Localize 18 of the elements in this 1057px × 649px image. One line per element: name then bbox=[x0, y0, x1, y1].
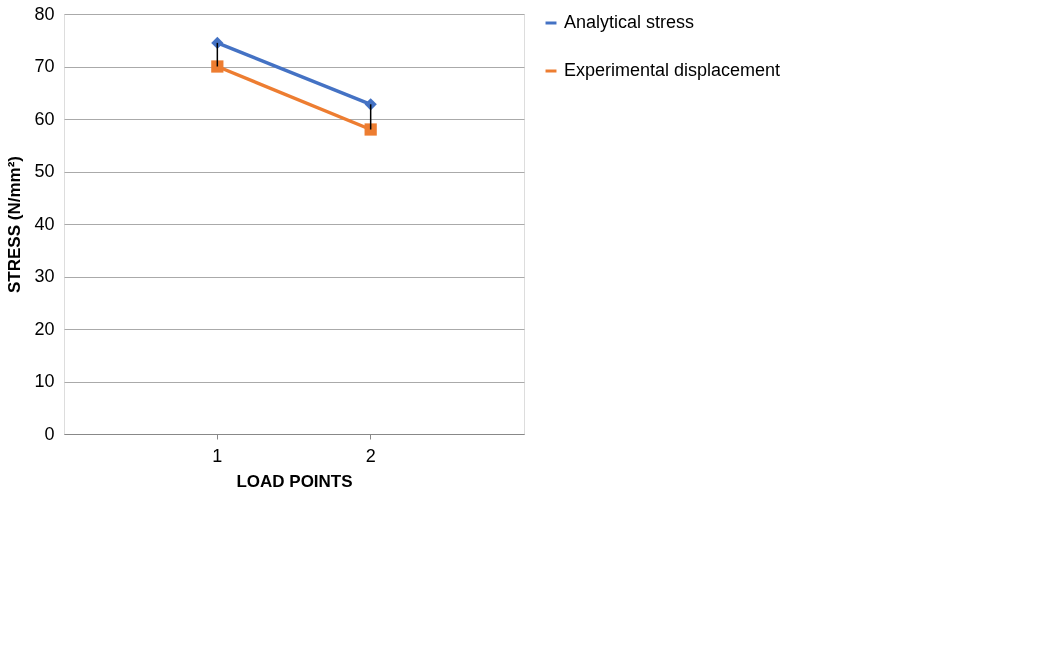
legend-label: Experimental displacement bbox=[564, 60, 781, 80]
x-tick-label: 2 bbox=[365, 445, 376, 466]
y-tick-label: 10 bbox=[34, 371, 55, 391]
y-tick-label: 50 bbox=[34, 161, 55, 181]
legend-label: Analytical stress bbox=[564, 12, 695, 32]
x-tick-label: 1 bbox=[212, 445, 223, 466]
y-axis-title: STRESS (N/mm²) bbox=[5, 156, 25, 293]
x-axis-title: LOAD POINTS bbox=[236, 471, 353, 491]
y-tick-label: 80 bbox=[34, 3, 55, 24]
y-tick-label: 30 bbox=[34, 266, 55, 286]
point bbox=[211, 60, 224, 73]
y-tick-label: 0 bbox=[44, 423, 55, 444]
point bbox=[364, 98, 377, 111]
y-tick-label: 60 bbox=[34, 108, 55, 129]
y-tick-label: 40 bbox=[34, 213, 55, 234]
y-tick-label: 20 bbox=[34, 318, 55, 339]
point bbox=[364, 123, 377, 136]
y-tick-label: 70 bbox=[34, 56, 55, 76]
